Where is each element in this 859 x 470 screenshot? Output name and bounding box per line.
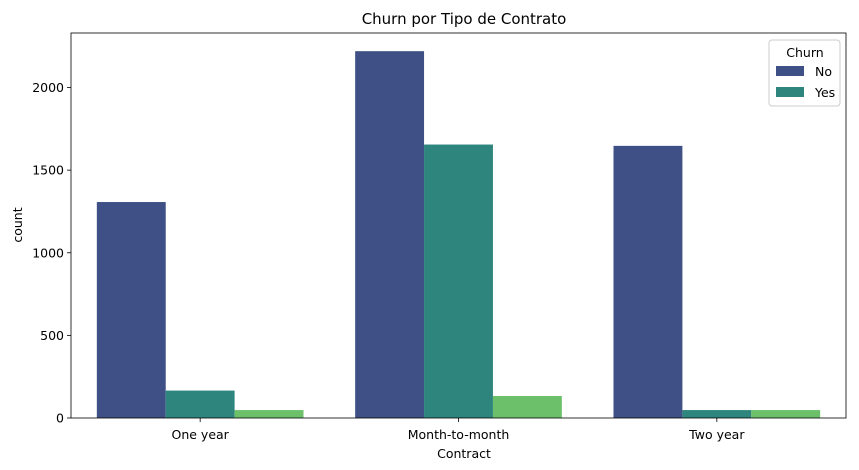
legend-entry-no: No [815, 64, 832, 79]
bar-two-year-series-2 [751, 410, 821, 418]
y-tick-label: 500 [40, 328, 64, 343]
y-tick-label: 0 [56, 411, 64, 426]
legend-swatch-no [776, 66, 804, 76]
y-axis-label: count [10, 207, 25, 242]
y-tick-label: 2000 [32, 80, 64, 95]
legend: Churn No Yes [768, 39, 841, 107]
bar-two-year-series-0 [613, 145, 683, 419]
bars [96, 51, 821, 419]
legend-title: Churn [786, 45, 823, 60]
x-axis-label: Contract [437, 446, 491, 461]
plot-frame [70, 32, 847, 419]
bar-two-year-series-1 [682, 410, 752, 418]
x-tick-label: One year [172, 427, 230, 442]
bar-month-to-month-series-1 [424, 144, 493, 418]
x-axis: One year Month-to-month Two year [172, 418, 745, 442]
bar-one-year-series-1 [165, 390, 235, 418]
y-axis: 0 500 1000 1500 2000 [32, 80, 71, 426]
bar-one-year-series-2 [234, 410, 304, 418]
legend-entry-yes: Yes [814, 85, 835, 100]
legend-swatch-yes [776, 87, 804, 97]
y-tick-label: 1500 [32, 163, 64, 178]
x-tick-label: Month-to-month [408, 427, 510, 442]
x-tick-label: Two year [688, 427, 745, 442]
chart-title: Churn por Tipo de Contrato [362, 10, 567, 28]
bar-month-to-month-series-0 [355, 51, 425, 418]
bar-month-to-month-series-2 [492, 396, 562, 418]
y-tick-label: 1000 [32, 245, 64, 260]
bar-one-year-series-0 [96, 202, 166, 418]
